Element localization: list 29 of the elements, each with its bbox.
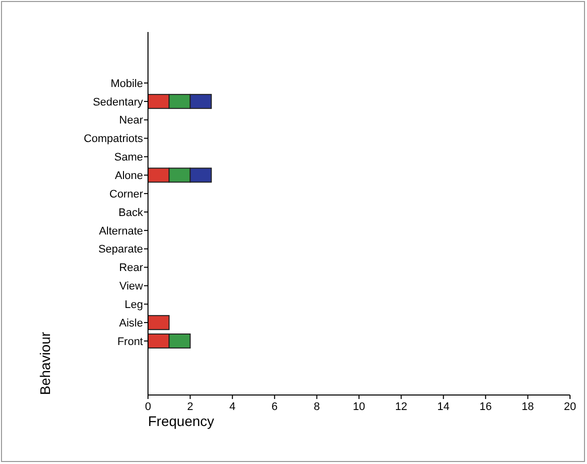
y-tick-label: Rear [119, 262, 144, 274]
y-tick-label: Alternate [98, 225, 143, 238]
y-axis-title: Behaviour [37, 332, 53, 395]
y-tick-label: Alone [114, 170, 143, 182]
x-tick-label: 12 [395, 401, 408, 413]
x-tick-label: 20 [564, 401, 576, 413]
x-tick-label: 14 [437, 401, 450, 413]
y-tick-label: Corner [109, 188, 144, 200]
x-axis-title: Frequency [148, 413, 214, 429]
y-tick-label: Compatriots [84, 133, 144, 146]
x-tick-label: 8 [314, 401, 320, 413]
x-tick-label: 18 [522, 401, 534, 413]
y-tick-label: Near [119, 114, 144, 127]
x-tick-label: 10 [352, 401, 366, 413]
x-tick-label: 0 [144, 401, 152, 413]
y-tick-label: Back [118, 206, 144, 219]
y-tick-label: View [119, 280, 144, 293]
x-tick-label: 6 [272, 401, 278, 413]
x-tick-label: 4 [229, 401, 236, 413]
y-tick-label: Mobile [110, 78, 143, 90]
x-tick-label: 16 [479, 401, 492, 413]
y-tick-label: Same [114, 152, 143, 164]
bar [148, 315, 170, 330]
y-tick-label: Front [117, 336, 143, 348]
y-tick-label: Aisle [119, 317, 143, 330]
y-tick-label: Leg [124, 298, 143, 311]
y-tick-label: Separate [98, 244, 143, 256]
y-tick-label: Sedentary [92, 96, 144, 108]
x-tick-label: 2 [187, 401, 194, 413]
